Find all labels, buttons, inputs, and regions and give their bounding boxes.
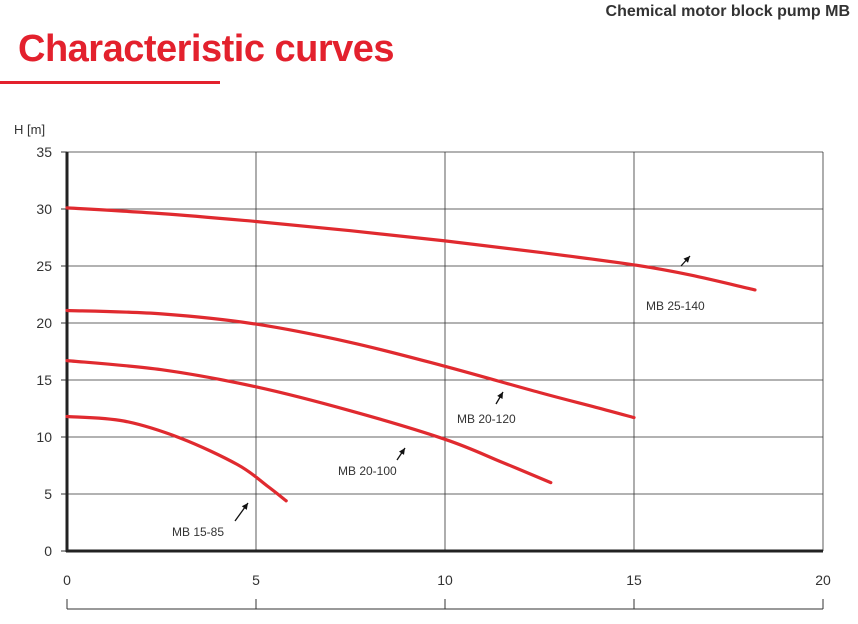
curve-mb-20-100	[65, 359, 553, 485]
y-tick-label: 35	[36, 144, 52, 160]
x-tick-label: 5	[252, 572, 260, 588]
grid-layer	[67, 151, 824, 551]
axis-layer: 0 5 10 15 20 25 30 35 0 5 10 15 20 H [m]	[14, 122, 831, 610]
curve-layer	[65, 206, 757, 503]
curve-mb-15-85	[65, 414, 288, 503]
x-tick-label: 0	[63, 572, 71, 588]
y-tick-label: 15	[36, 372, 52, 388]
y-tick-label: 0	[44, 543, 52, 559]
y-tick-label: 30	[36, 201, 52, 217]
curve-mb-20-120	[65, 308, 636, 420]
product-name: Chemical motor block pump MB	[605, 3, 850, 20]
curve-label-mb-20-100: MB 20-100	[338, 464, 397, 478]
title-underline	[0, 81, 220, 84]
curve-label-mb-20-120: MB 20-120	[457, 412, 516, 426]
x-tick-label: 20	[815, 572, 831, 588]
label-layer: MB 25-140 MB 20-120 MB 20-100 MB 15-85	[172, 255, 705, 539]
y-tick-label: 25	[36, 258, 52, 274]
arrowhead-mb-15-85	[241, 503, 248, 510]
y-tick-label: 10	[36, 429, 52, 445]
curve-mb-25-140	[65, 206, 757, 292]
y-tick-label: 5	[44, 486, 52, 502]
arrowhead-mb-20-100	[399, 448, 405, 455]
curve-label-mb-15-85: MB 15-85	[172, 525, 224, 539]
y-axis-label: H [m]	[14, 122, 45, 137]
page-title: Characteristic curves	[18, 28, 395, 70]
curve-label-mb-25-140: MB 25-140	[646, 299, 705, 313]
arrowhead-mb-20-120	[497, 392, 503, 399]
x-tick-label: 15	[626, 572, 642, 588]
arrowhead-mb-25-140	[683, 256, 690, 263]
y-tick-label: 20	[36, 315, 52, 331]
x-tick-label: 10	[437, 572, 453, 588]
